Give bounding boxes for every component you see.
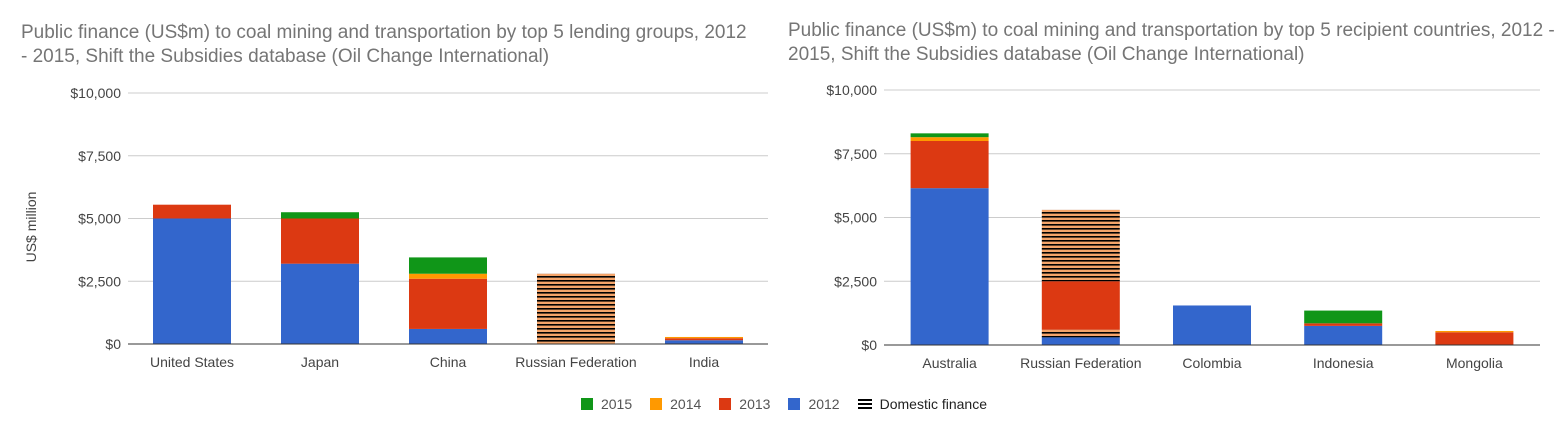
y-tick-label: $7,500 [834,146,877,162]
legend-label: Domestic finance [879,396,987,412]
bar-russian-federation-domestic-finance[interactable] [1041,329,1120,338]
bar-china-2013[interactable] [409,278,487,329]
y-tick-label: $2,500 [834,273,877,289]
legend-item-domestic-finance[interactable]: Domestic finance [857,396,987,412]
legend-item-2015[interactable]: 2015 [580,396,633,412]
bar-united-states-2012[interactable] [153,218,231,345]
legend-swatch [650,398,663,410]
bar-mongolia-2013[interactable] [1435,332,1514,345]
x-tick-label: Australia [922,355,977,371]
x-tick-label: Russian Federation [1020,355,1141,371]
bar-japan-2012[interactable] [281,263,359,344]
bar-colombia-2012[interactable] [1173,305,1251,345]
y-tick-label: $0 [861,337,877,353]
legend-label: 2015 [600,396,633,412]
x-tick-label: China [430,354,467,370]
chart-title-text: Public finance (US$m) to coal mining and… [788,20,1555,65]
bar-russian-federation-2012[interactable] [1041,337,1120,345]
bar-russian-federation-domestic-finance[interactable] [537,273,615,344]
chart-lending-groups: Public finance (US$m) to coal mining and… [0,0,784,390]
plot-area: $0 $2,500 $5,000 $7,500 $10,000 Australia Russ… [826,82,1540,371]
y-tick-label: $5,000 [78,211,121,227]
legend-label: 2014 [670,396,702,412]
y-tick-label: $2,500 [78,273,121,289]
chart-recipient-countries: Public finance (US$m) to coal mining and… [784,0,1568,390]
x-tick-label: Indonesia [1313,355,1374,371]
bar-united-states-2013[interactable] [153,204,231,219]
legend-item-2013[interactable]: 2013 [719,396,770,412]
y-tick-label: $0 [105,336,121,352]
y-tick-label: $7,500 [78,148,121,164]
x-tick-label: Mongolia [1446,355,1503,371]
bar-indonesia-2012[interactable] [1304,325,1383,345]
bar-russian-federation-domestic-finance[interactable] [1041,209,1120,282]
bar-china-2015[interactable] [409,257,487,274]
y-tick-label: $10,000 [826,82,877,98]
x-tick-label: India [689,354,720,370]
x-tick-label: Russian Federation [515,354,636,370]
legend-swatch [788,398,801,410]
plot-area: $0 $2,500 $5,000 $7,500 $10,000 United States… [70,85,768,370]
legend: 2015 2014 2013 2012 Domestic finance [0,392,1568,416]
bar-australia-2013[interactable] [910,141,989,189]
bar-india-2012[interactable] [665,340,743,344]
bar-indonesia-2015[interactable] [1304,310,1383,324]
bar-india-2014[interactable] [665,336,743,339]
bar-japan-2015[interactable] [281,212,359,219]
bar-australia-2015[interactable] [910,133,989,138]
chart-title: Public finance (US$m) to coal mining and… [788,19,1558,67]
y-tick-label: $10,000 [70,85,121,101]
legend-item-2012[interactable]: 2012 [788,396,840,412]
legend-label: 2012 [808,396,840,412]
chart-title: Public finance (US$m) to coal mining and… [21,21,751,69]
bar-australia-2012[interactable] [910,188,989,345]
bar-russian-federation-2013[interactable] [1041,281,1120,330]
chart-title-text: Public finance (US$m) to coal mining and… [21,22,747,67]
bar-mongolia-2014[interactable] [1435,330,1514,333]
x-tick-label: Japan [301,354,339,370]
hatch-swatch-icon [857,398,872,410]
bar-indonesia-2013[interactable] [1304,323,1383,326]
bar-china-2012[interactable] [409,328,487,344]
x-tick-label: Colombia [1182,355,1241,371]
legend-item-2014[interactable]: 2014 [650,396,701,412]
legend-swatch [719,398,732,410]
x-tick-label: United States [150,354,234,370]
bar-australia-2014[interactable] [910,137,989,141]
bar-japan-2013[interactable] [281,218,359,264]
legend-swatch [580,398,593,410]
y-tick-label: $5,000 [834,210,877,226]
legend-label: 2013 [739,396,771,412]
bar-india-2013[interactable] [665,338,743,341]
bar-china-2014[interactable] [409,273,487,279]
